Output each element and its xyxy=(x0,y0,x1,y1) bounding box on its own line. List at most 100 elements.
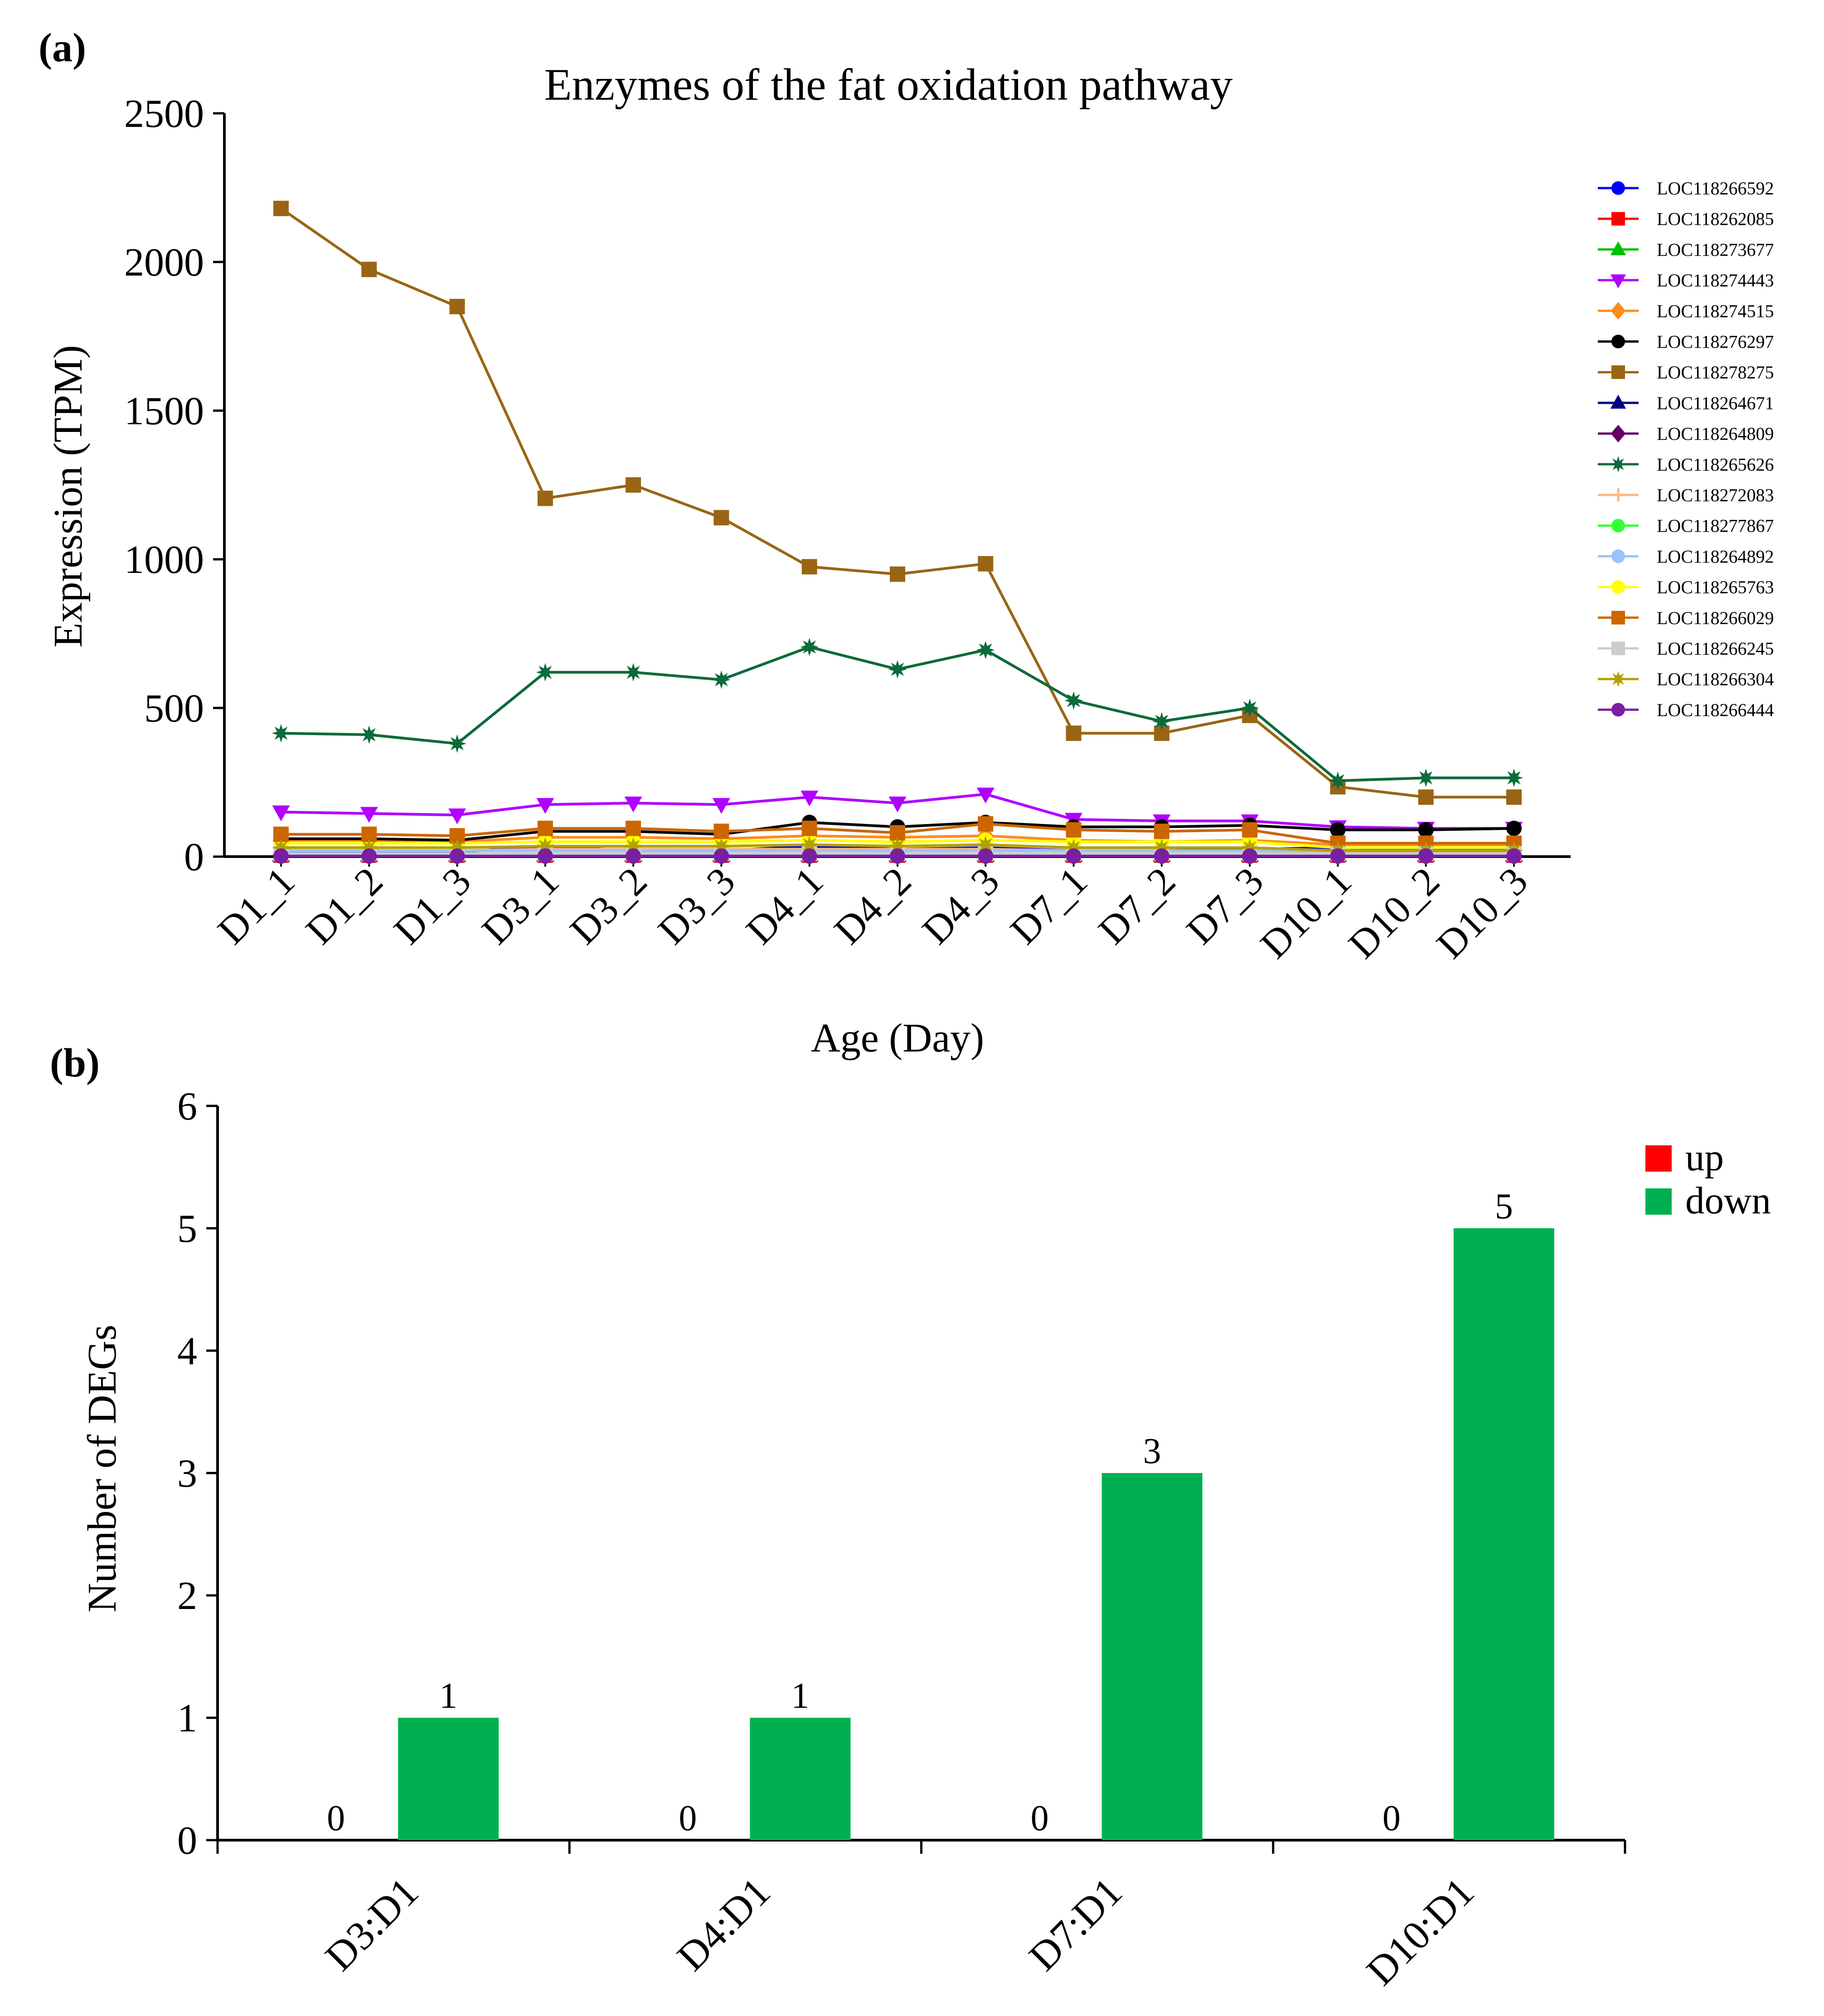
data-point xyxy=(801,559,817,575)
y-tick-label: 3 xyxy=(177,1452,197,1496)
legend-item: LOC118266444 xyxy=(1598,700,1774,720)
bar-value-label: 1 xyxy=(791,1676,809,1716)
legend-item: LOC118266245 xyxy=(1598,639,1774,659)
legend-item: LOC118274443 xyxy=(1598,270,1774,291)
bar-down xyxy=(1101,1473,1203,1840)
legend-marker xyxy=(1611,425,1626,443)
data-point xyxy=(272,805,290,821)
data-point xyxy=(800,790,819,807)
y-tick-label: 1 xyxy=(177,1696,197,1740)
legend-item: LOC118265626 xyxy=(1598,454,1774,475)
legend-label: LOC118266592 xyxy=(1657,178,1774,199)
data-point xyxy=(448,808,466,824)
x-tick-label: D4_1 xyxy=(738,859,832,953)
bar-chart-degs: Number of DEGs 0 1 2 3 4 5 6 D3:D1 D4:D1 D7:D1 D1… xyxy=(80,1085,1771,1994)
data-point xyxy=(976,640,995,659)
data-point xyxy=(800,638,819,656)
bar-down xyxy=(1453,1228,1554,1840)
x-tick-label: D7_2 xyxy=(1090,859,1184,953)
x-tick-label: D4:D1 xyxy=(669,1869,779,1979)
legend-label: LOC118264809 xyxy=(1657,424,1774,444)
legend-label: up xyxy=(1685,1136,1724,1179)
data-point xyxy=(1504,768,1523,787)
series-LOC118266444 xyxy=(273,848,1522,864)
legend-label: LOC118273677 xyxy=(1657,239,1774,260)
legend-item: LOC118264892 xyxy=(1598,546,1774,567)
data-point xyxy=(713,848,729,864)
data-point xyxy=(978,556,994,572)
x-tick-label: D7:D1 xyxy=(1021,1869,1131,1979)
legend-label: LOC118274443 xyxy=(1657,270,1774,291)
panel-label-b: (b) xyxy=(50,1041,100,1086)
data-point xyxy=(624,663,643,682)
data-point xyxy=(712,670,731,689)
y-tick-label: 0 xyxy=(177,1819,197,1863)
x-tick-label: D3:D1 xyxy=(317,1869,427,1979)
legend-label: LOC118265626 xyxy=(1657,454,1774,475)
x-tick-label: D4_2 xyxy=(826,859,920,953)
x-tick-label: D10_3 xyxy=(1428,859,1536,967)
legend-marker xyxy=(1611,334,1625,349)
legend-marker xyxy=(1611,580,1625,594)
legend-marker xyxy=(1610,241,1626,256)
legend-marker xyxy=(1611,611,1625,625)
legend-item: LOC118266592 xyxy=(1598,178,1774,199)
legend-item: LOC118272083 xyxy=(1598,485,1774,505)
data-point xyxy=(713,510,729,526)
x-tick-label: D4_3 xyxy=(914,859,1008,953)
data-point xyxy=(626,848,641,864)
data-point xyxy=(537,848,553,864)
data-point xyxy=(1066,822,1082,838)
data-point xyxy=(1066,848,1082,864)
legend-label: LOC118274515 xyxy=(1657,301,1774,321)
x-tick-label: D10:D1 xyxy=(1358,1869,1483,1994)
data-point xyxy=(449,299,465,315)
data-point xyxy=(976,787,994,804)
legend-item: LOC118274515 xyxy=(1598,301,1774,321)
data-point xyxy=(536,798,554,814)
legend-marker xyxy=(1611,488,1625,502)
data-point xyxy=(978,848,994,864)
legend-item: LOC118276297 xyxy=(1598,332,1774,352)
y-tick-label: 2000 xyxy=(124,241,204,285)
data-point xyxy=(1418,822,1434,838)
data-point xyxy=(713,824,729,839)
data-point xyxy=(1506,848,1522,864)
legend-item: LOC118273677 xyxy=(1598,239,1774,260)
data-point xyxy=(1064,691,1083,710)
data-point xyxy=(361,262,377,277)
data-point xyxy=(1330,822,1346,838)
legend-label: LOC118278275 xyxy=(1657,362,1774,383)
bar-down xyxy=(398,1718,499,1840)
legend-marker xyxy=(1611,641,1625,655)
chart-b-ylabel: Number of DEGs xyxy=(80,1325,125,1613)
data-point xyxy=(1242,822,1258,838)
data-point xyxy=(626,477,641,493)
y-tick-label: 2 xyxy=(177,1574,197,1618)
data-point xyxy=(800,835,819,854)
bar-value-label: 3 xyxy=(1143,1431,1161,1471)
legend-swatch xyxy=(1645,1145,1672,1172)
legend-marker xyxy=(1610,456,1626,473)
data-point xyxy=(448,734,466,753)
legend-item: LOC118264809 xyxy=(1598,424,1774,444)
data-point xyxy=(1418,789,1434,805)
data-point xyxy=(1240,698,1259,717)
x-tick-label: D1_1 xyxy=(209,859,303,953)
bar-value-label: 5 xyxy=(1495,1187,1513,1226)
legend-marker xyxy=(1611,519,1625,533)
legend-item: LOC118266304 xyxy=(1598,669,1774,689)
data-point xyxy=(537,820,553,836)
chart-a-xlabel: Age (Day) xyxy=(811,1016,984,1061)
legend-marker xyxy=(1611,703,1625,717)
bar-value-label: 1 xyxy=(439,1676,457,1716)
legend-label: LOC118266444 xyxy=(1657,700,1774,720)
legend-swatch xyxy=(1645,1188,1672,1215)
legend-label: down xyxy=(1685,1179,1771,1222)
legend-label: LOC118262085 xyxy=(1657,209,1774,229)
chart-a-legend: LOC118266592 LOC118262085 LOC118273677 LOC1… xyxy=(1598,178,1774,720)
data-point xyxy=(626,820,641,836)
data-point xyxy=(801,820,817,836)
data-point xyxy=(1418,848,1434,864)
